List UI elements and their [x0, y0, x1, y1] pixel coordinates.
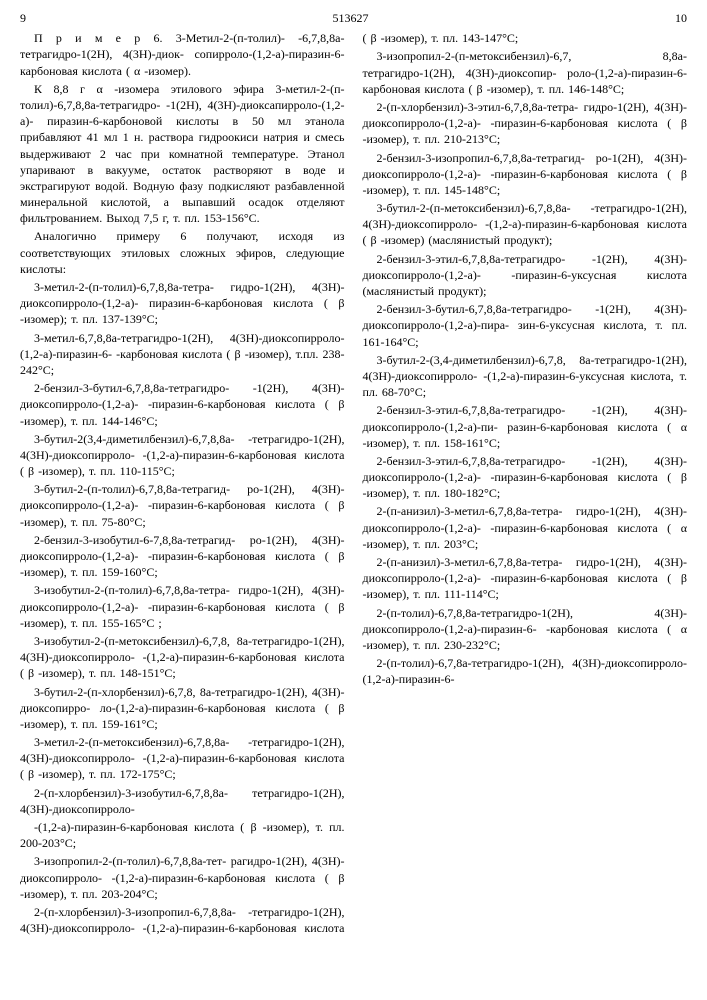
text-columns: П р и м е р 6. 3-Метил-2-(п-толил)- -6,7…	[20, 30, 687, 950]
col2-para: 3-изопропил-2-(п-метоксибензил)-6,7, 8,8…	[363, 48, 688, 97]
col2-para: 2-(п-анизил)-3-метил-6,7,8,8а-тетра- гид…	[363, 503, 688, 552]
col2-para: 2-(п-толил)-6,7,8,8а-тетрагидро-1(2Н), 4…	[363, 605, 688, 654]
col1-para: 3-изобутил-2-(п-толил)-6,7,8,8а-тетра- г…	[20, 582, 345, 631]
col2-para: 2-(п-толил)-6,7,8а-тетрагидро-1(2Н), 4(3…	[363, 655, 688, 687]
col2-para: 2-бензил-3-этил-6,7,8,8а-тетрагидро- -1(…	[363, 453, 688, 502]
col1-para: 3-метил-2-(п-метоксибензил)-6,7,8,8а- -т…	[20, 734, 345, 783]
col2-para: 3-изопропил-2-(п-толил)-6,7,8,8а-тет- ра…	[20, 853, 345, 902]
col2-para: 3-бутил-2-(3,4-диметилбензил)-6,7,8, 8а-…	[363, 352, 688, 401]
col2-para: 3-бутил-2-(п-метоксибензил)-6,7,8,8а- -т…	[363, 200, 688, 249]
col1-para: 3-изобутил-2-(п-метоксибензил)-6,7,8, 8а…	[20, 633, 345, 682]
page-number-right: 10	[675, 10, 687, 26]
col2-para: -(1,2-а)-пиразин-6-карбоновая кислота ( …	[20, 819, 345, 851]
col1-para: П р и м е р 6. 3-Метил-2-(п-толил)- -6,7…	[20, 30, 345, 79]
col2-para: 2-бензил-3-изопропил-6,7,8,8а-тетрагид- …	[363, 150, 688, 199]
col2-para: 2-бензил-3-бутил-6,7,8,8а-тетрагидро- -1…	[363, 301, 688, 350]
col2-para: 2-(п-хлорбензил)-3-этил-6,7,8,8а-тетра- …	[363, 99, 688, 148]
col1-para: 2-(п-хлорбензил)-3-изобутил-6,7,8,8а- те…	[20, 785, 345, 817]
col1-para: К 8,8 г α -изомера этилового эфира 3-мет…	[20, 81, 345, 227]
col1-para: 2-бензил-3-изобутил-6-7,8,8а-тетрагид- р…	[20, 532, 345, 581]
col2-para: 2-(п-анизил)-3-метил-6,7,8,8а-тетра- гид…	[363, 554, 688, 603]
col1-para: 2-бензил-3-бутил-6,7,8,8а-тетрагидро- -1…	[20, 380, 345, 429]
document-number: 513627	[26, 10, 675, 26]
col1-para: 3-бутил-2-(п-хлорбензил)-6,7,8, 8а-тетра…	[20, 684, 345, 733]
col1-para: 3-метил-6,7,8,8а-тетрагидро-1(2Н), 4(3Н)…	[20, 330, 345, 379]
page-header: 9 513627 10	[20, 10, 687, 26]
col1-para: 3-бутил-2-(п-толил)-6,7,8,8а-тетрагид- р…	[20, 481, 345, 530]
col2-para: 2-бензил-3-этил-6,7,8,8а-тетрагидро- -1(…	[363, 251, 688, 300]
col1-para: Аналогично примеру 6 получают, исходя из…	[20, 228, 345, 277]
col1-para: 3-метил-2-(п-толил)-6,7,8,8а-тетра- гидр…	[20, 279, 345, 328]
col1-para: 3-бутил-2(3,4-диметилбензил)-6,7,8,8а- -…	[20, 431, 345, 480]
page: 9 513627 10 П р и м е р 6. 3-Метил-2-(п-…	[0, 0, 707, 960]
col2-para: 2-бензил-3-этил-6,7,8,8а-тетрагидро- -1(…	[363, 402, 688, 451]
